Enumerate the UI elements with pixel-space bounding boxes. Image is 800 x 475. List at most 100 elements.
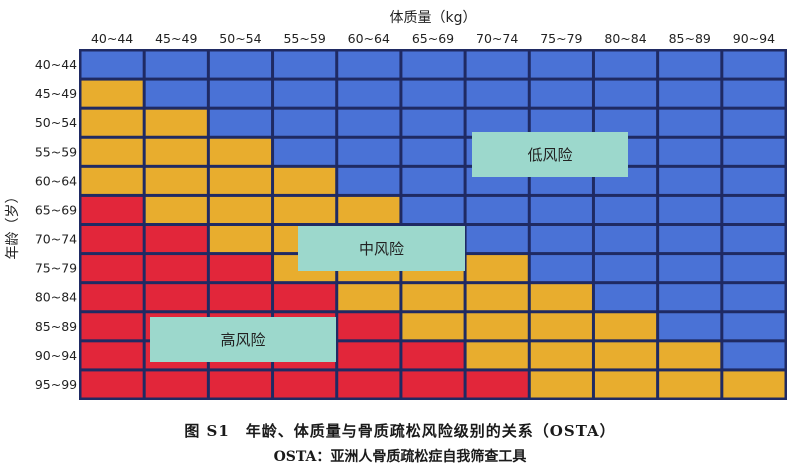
cell-low-r6-c10 [723,226,785,253]
cell-mid-r4-c3 [274,167,336,194]
cell-mid-r3-c0 [81,138,143,165]
y-tick-label: 80~84 [35,290,77,305]
risk-box-low [472,132,628,177]
cell-high-r8-c0 [81,284,143,311]
y-tick-label: 40~44 [35,57,77,72]
cell-low-r2-c5 [402,109,464,136]
cell-mid-r5-c2 [209,196,272,223]
cell-high-r10-c5 [402,342,464,369]
cell-mid-r10-c6 [466,342,528,369]
y-tick-label: 90~94 [35,348,77,363]
cell-mid-r10-c9 [659,342,721,369]
cell-high-r7-c2 [209,255,272,282]
cell-high-r11-c3 [274,371,336,398]
cell-mid-r2-c0 [81,109,143,136]
y-tick-label: 55~59 [35,144,77,159]
cell-low-r0-c9 [659,51,721,78]
cell-low-r5-c7 [530,196,592,223]
cell-low-r1-c10 [723,80,785,107]
cell-high-r10-c0 [81,342,143,369]
cell-low-r7-c7 [530,255,592,282]
cell-high-r8-c2 [209,284,272,311]
cell-low-r1-c5 [402,80,464,107]
cell-low-r5-c9 [659,196,721,223]
cell-low-r2-c8 [594,109,657,136]
risk-label-mid: 中风险 [359,240,404,258]
x-axis-title: 体质量（kg） [390,10,477,26]
x-tick-label: 50~54 [219,31,261,46]
risk-box-mid [298,226,465,271]
cell-low-r7-c9 [659,255,721,282]
cell-low-r1-c1 [145,80,207,107]
cell-low-r0-c1 [145,51,207,78]
y-tick-label: 70~74 [35,232,77,247]
cell-high-r11-c2 [209,371,272,398]
x-tick-label: 55~59 [283,31,325,46]
cell-mid-r2-c1 [145,109,207,136]
x-tick-label: 75~79 [540,31,582,46]
cell-low-r0-c3 [274,51,336,78]
cell-low-r3-c4 [338,138,400,165]
cell-high-r11-c1 [145,371,207,398]
cell-low-r1-c8 [594,80,657,107]
cell-low-r3-c9 [659,138,721,165]
cell-mid-r11-c7 [530,371,592,398]
risk-label-low: 低风险 [527,146,572,164]
cell-low-r6-c9 [659,226,721,253]
cell-low-r0-c4 [338,51,400,78]
x-tick-label: 45~49 [155,31,197,46]
cell-high-r10-c4 [338,342,400,369]
cell-high-r8-c1 [145,284,207,311]
cell-low-r4-c5 [402,167,464,194]
cell-mid-r5-c3 [274,196,336,223]
cell-low-r7-c10 [723,255,785,282]
cell-mid-r3-c1 [145,138,207,165]
cell-low-r6-c8 [594,226,657,253]
cell-low-r2-c7 [530,109,592,136]
cell-low-r3-c10 [723,138,785,165]
y-tick-label: 45~49 [35,86,77,101]
cell-low-r0-c10 [723,51,785,78]
cell-low-r7-c8 [594,255,657,282]
cell-low-r2-c4 [338,109,400,136]
cell-high-r9-c4 [338,313,400,340]
cell-low-r6-c6 [466,226,528,253]
cell-mid-r1-c0 [81,80,143,107]
cell-low-r0-c0 [81,51,143,78]
osta-risk-chart: 体质量（kg） 40~44 45~49 50~54 55~59 60~64 65~69 70~… [5,10,787,400]
cell-low-r4-c10 [723,167,785,194]
cell-low-r5-c5 [402,196,464,223]
cell-low-r4-c9 [659,167,721,194]
cell-low-r2-c10 [723,109,785,136]
cell-high-r11-c6 [466,371,528,398]
cell-low-r3-c5 [402,138,464,165]
cell-low-r5-c10 [723,196,785,223]
x-tick-label: 70~74 [476,31,518,46]
cell-mid-r8-c4 [338,284,400,311]
heatmap-svg: 体质量（kg） 40~44 45~49 50~54 55~59 60~64 65~69 70~… [5,10,787,400]
cell-low-r1-c9 [659,80,721,107]
cell-high-r6-c0 [81,226,143,253]
cell-low-r2-c2 [209,109,272,136]
cell-mid-r7-c6 [466,255,528,282]
cell-low-r2-c9 [659,109,721,136]
cell-high-r5-c0 [81,196,143,223]
cell-mid-r3-c2 [209,138,272,165]
cell-mid-r9-c6 [466,313,528,340]
cell-mid-r5-c4 [338,196,400,223]
y-tick-label: 65~69 [35,202,77,217]
risk-box-high [150,317,336,362]
cell-mid-r8-c5 [402,284,464,311]
cell-mid-r4-c2 [209,167,272,194]
x-tick-label: 80~84 [604,31,646,46]
cell-low-r1-c3 [274,80,336,107]
cell-low-r5-c6 [466,196,528,223]
cell-mid-r11-c9 [659,371,721,398]
cell-low-r9-c10 [723,313,785,340]
x-tick-label: 90~94 [733,31,775,46]
figure-subcaption: OSTA：亚洲人骨质疏松症自我筛查工具 [273,449,527,465]
cell-low-r1-c2 [209,80,272,107]
cell-high-r7-c1 [145,255,207,282]
cell-low-r1-c4 [338,80,400,107]
cell-high-r8-c3 [274,284,336,311]
